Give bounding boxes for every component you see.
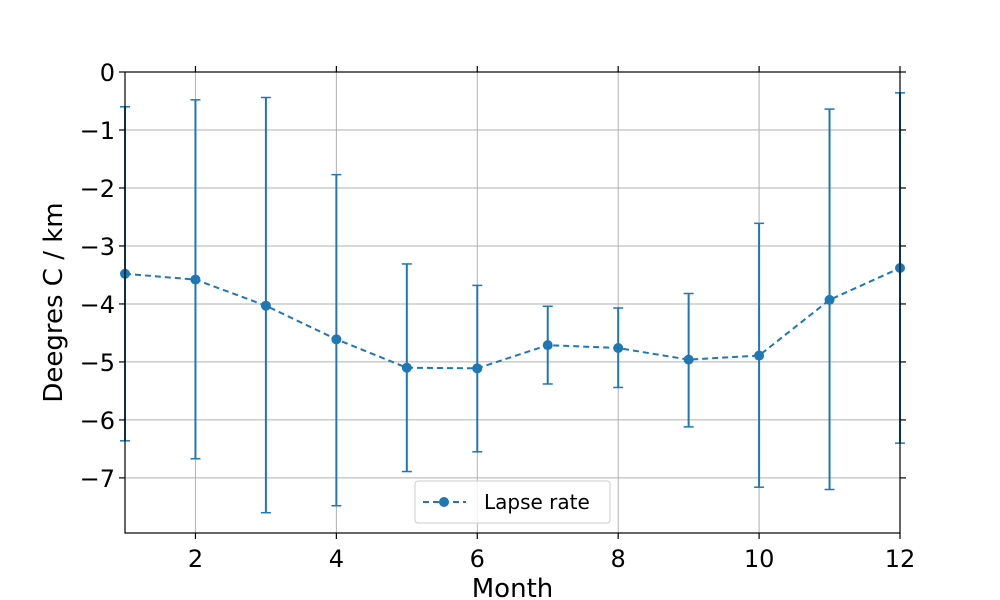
data-point	[260, 300, 271, 311]
legend: Lapse rate	[414, 480, 611, 524]
legend-label: Lapse rate	[484, 490, 590, 514]
legend-box	[414, 480, 611, 524]
y-tick-label: −4	[80, 291, 115, 319]
data-point	[754, 350, 765, 361]
data-point	[401, 362, 412, 373]
x-tick-label: 6	[470, 545, 485, 573]
axes-frame	[124, 71, 901, 534]
y-tick-label: −5	[80, 349, 115, 377]
plot-data	[120, 92, 905, 514]
data-point	[613, 343, 624, 354]
data-point	[824, 294, 835, 305]
x-tick-label: 2	[188, 545, 203, 573]
x-tick-label: 4	[329, 545, 344, 573]
x-tick-label: 12	[885, 545, 916, 573]
y-tick-label: −6	[80, 407, 115, 435]
grid-lines	[125, 71, 901, 533]
data-point	[190, 274, 201, 285]
x-tick-label: 8	[611, 545, 626, 573]
data-point	[542, 340, 553, 351]
data-point	[683, 354, 694, 365]
legend-marker	[439, 497, 449, 507]
y-tick-label: 0	[100, 59, 115, 87]
y-tick-label: −1	[80, 117, 115, 145]
data-point	[331, 334, 342, 345]
y-tick-label: −3	[80, 233, 115, 261]
x-axis-label: Month	[472, 574, 554, 600]
y-tick-label: −2	[80, 175, 115, 203]
y-axis-label: Deegres C / km	[39, 202, 69, 402]
data-point	[472, 363, 483, 374]
x-tick-label: 10	[744, 545, 775, 573]
y-tick-label: −7	[80, 465, 115, 493]
axis-ticks: 2 4 6 8 10 12 0 −1 −2 −3 −4 −5 −6 −7	[80, 59, 916, 573]
series-line-lapse-rate	[124, 267, 901, 370]
